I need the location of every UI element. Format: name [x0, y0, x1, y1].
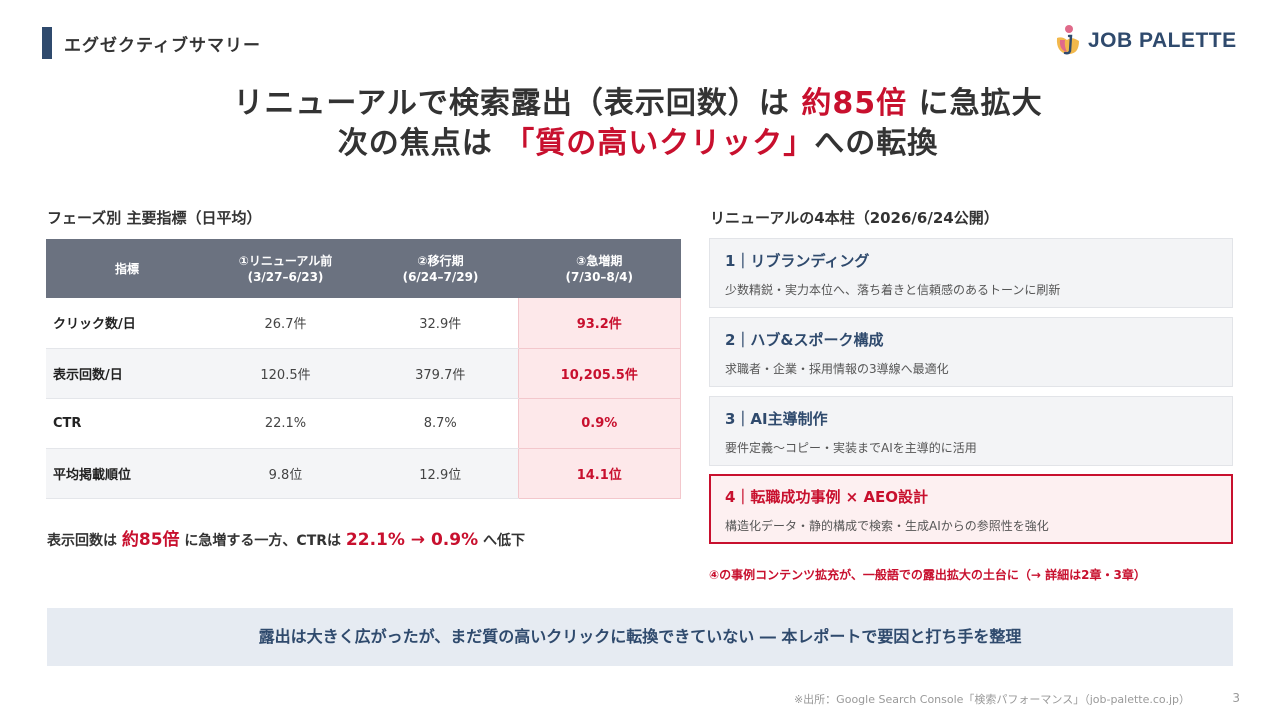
logo-icon — [1054, 24, 1082, 58]
pillar-card-2: 2｜ハブ&スポーク構成 求職者・企業・採用情報の3導線へ最適化 — [709, 317, 1233, 387]
source-footnote: ※出所：Google Search Console「検索パフォーマンス」（job… — [793, 693, 1190, 706]
pillars-subtitle: リニューアルの4本柱（2026/6/24公開） — [710, 209, 999, 227]
metrics-summary-note: 表示回数は 約85倍 に急増する一方、CTRは 22.1% → 0.9% へ低下 — [47, 530, 525, 550]
section-title: エグゼクティブサマリー — [64, 36, 261, 56]
table-cell: 8.7% — [363, 398, 518, 449]
table-cell-highlight: 10,205.5件 — [517, 348, 681, 399]
table-row: CTR 22.1% 8.7% 0.9% — [46, 398, 681, 449]
table-cell: 22.1% — [208, 398, 363, 449]
table-cell: 12.9位 — [363, 448, 518, 499]
phase-metrics-table: 指標 ①リニューアル前 (3/27–6/23) ②移行期 (6/24–7/29) ③… — [46, 239, 681, 499]
table-cell-highlight: 0.9% — [517, 398, 681, 449]
table-cell: 9.8位 — [208, 448, 363, 499]
pillar-title: 2｜ハブ&スポーク構成 — [725, 331, 884, 349]
section-accent-bar — [42, 27, 52, 59]
table-header-phase3: ③急増期 (7/30–8/4) — [518, 239, 681, 298]
pillar-title: 1｜リブランディング — [725, 252, 870, 270]
conclusion-banner: 露出は大きく広がったが、まだ質の高いクリックに転換できていない ― 本レポートで… — [47, 608, 1233, 666]
table-cell: 379.7件 — [363, 348, 518, 399]
metrics-subtitle: フェーズ別 主要指標（日平均） — [47, 209, 262, 227]
pillar-title: 3｜AI主導制作 — [725, 410, 828, 428]
pillar-card-4-highlight: 4｜転職成功事例 × AEO設計 構造化データ・静的構成で検索・生成AIからの参… — [709, 474, 1233, 544]
pillar-title: 4｜転職成功事例 × AEO設計 — [725, 488, 929, 506]
pillar-description: 求職者・企業・採用情報の3導線へ最適化 — [725, 362, 949, 376]
table-header-phase2: ②移行期 (6/24–7/29) — [363, 239, 518, 298]
pillar-description: 構造化データ・静的構成で検索・生成AIからの参照性を強化 — [725, 519, 1049, 533]
table-row: クリック数/日 26.7件 32.9件 93.2件 — [46, 298, 681, 349]
table-cell: 26.7件 — [208, 298, 363, 349]
table-row: 表示回数/日 120.5件 379.7件 10,205.5件 — [46, 348, 681, 399]
headline-line1: リニューアルで検索露出（表示回数）は 約85倍 に急拡大 — [233, 86, 1043, 121]
pillar-card-1: 1｜リブランディング 少数精鋭・実力本位へ、落ち着きと信頼感のあるトーンに刷新 — [709, 238, 1233, 308]
table-header-row: 指標 ①リニューアル前 (3/27–6/23) ②移行期 (6/24–7/29) ③… — [46, 239, 681, 298]
table-row: 平均掲載順位 9.8位 12.9位 14.1位 — [46, 448, 681, 499]
headline-line2: 次の焦点は 「質の高いクリック」への転換 — [337, 126, 939, 161]
table-cell: 120.5件 — [208, 348, 363, 399]
table-cell-metric: CTR — [46, 398, 208, 449]
logo-text: JOB PALETTE — [1088, 29, 1237, 52]
table-header-phase1: ①リニューアル前 (3/27–6/23) — [208, 239, 363, 298]
pillar-card-3: 3｜AI主導制作 要件定義〜コピー・実装までAIを主導的に活用 — [709, 396, 1233, 466]
pillar-description: 要件定義〜コピー・実装までAIを主導的に活用 — [725, 441, 977, 455]
headline-accent-85x: 約85倍 — [801, 86, 908, 121]
table-cell-highlight: 93.2件 — [517, 298, 681, 349]
table-header-metric: 指標 — [46, 239, 208, 298]
pillars-note: ④の事例コンテンツ拡充が、一般語での露出拡大の土台に（→ 詳細は2章・3章） — [709, 568, 1146, 582]
pillar-description: 少数精鋭・実力本位へ、落ち着きと信頼感のあるトーンに刷新 — [725, 283, 1061, 297]
table-cell-metric: 平均掲載順位 — [46, 448, 208, 499]
logo: JOB PALETTE — [1054, 24, 1237, 58]
table-cell-metric: 表示回数/日 — [46, 348, 208, 399]
page-number: 3 — [1232, 691, 1240, 705]
table-cell: 32.9件 — [363, 298, 518, 349]
headline-accent-quality-click: 「質の高いクリック」 — [504, 126, 815, 161]
table-cell-highlight: 14.1位 — [517, 448, 681, 499]
table-cell-metric: クリック数/日 — [46, 298, 208, 349]
